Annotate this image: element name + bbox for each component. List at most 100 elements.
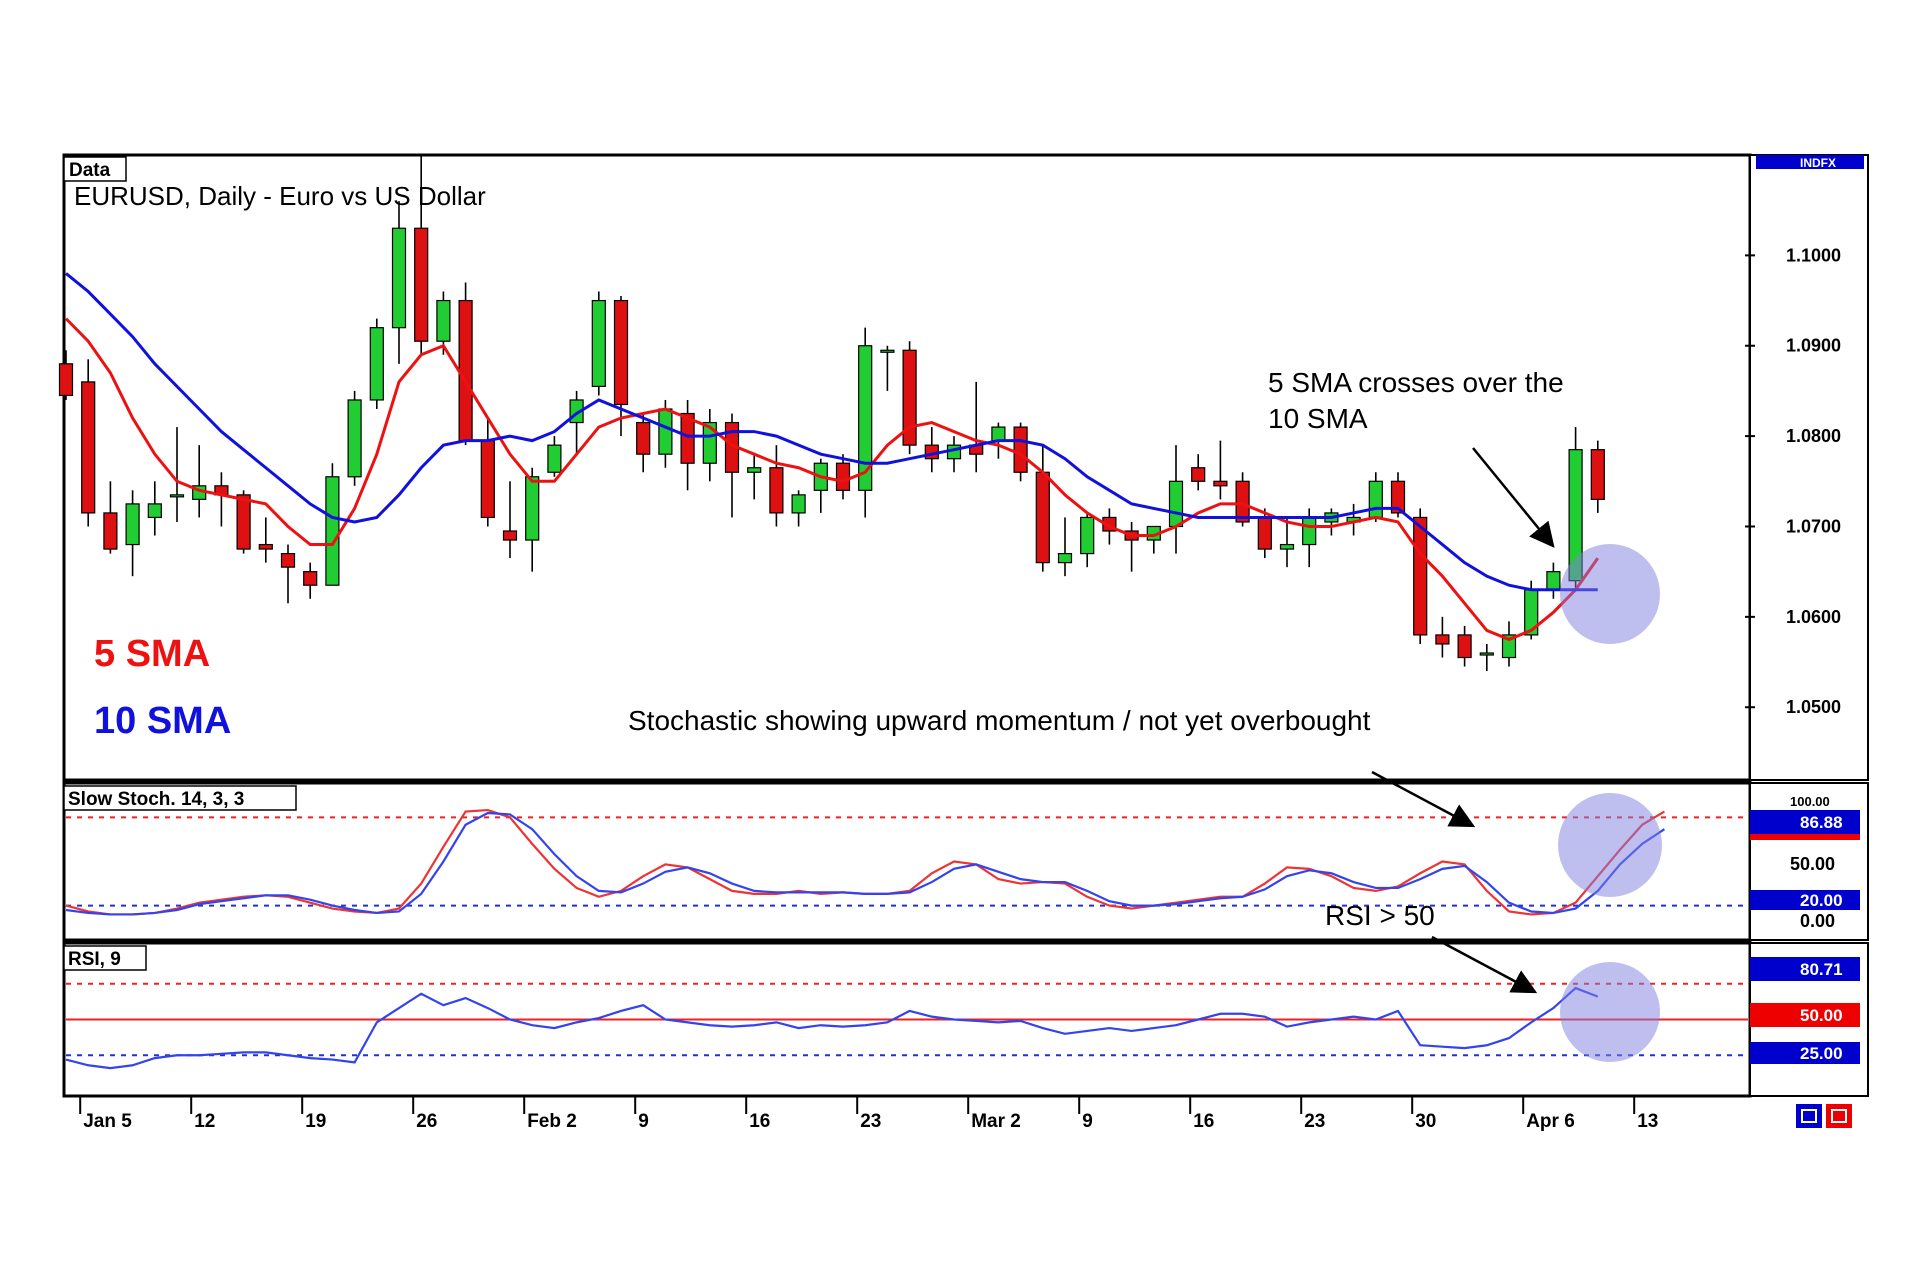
price-y-tick-label: 1.0500 bbox=[1786, 697, 1841, 717]
candle-body bbox=[1546, 571, 1561, 591]
candle-body bbox=[769, 467, 784, 514]
stoch-upper-badge bbox=[1750, 834, 1860, 840]
candle-body bbox=[636, 421, 651, 455]
sma10-line bbox=[65, 272, 1598, 592]
candle-body bbox=[502, 530, 518, 541]
arrow-stochastic bbox=[1371, 770, 1476, 828]
rsi-lower-badge bbox=[1750, 1042, 1860, 1064]
rsi-label-box bbox=[63, 945, 147, 971]
price-y-tick-label: 1.0600 bbox=[1786, 607, 1841, 627]
candle-body bbox=[1235, 480, 1250, 523]
x-tick-label: 9 bbox=[1082, 1111, 1093, 1132]
x-tick-label: Jan 5 bbox=[83, 1111, 132, 1132]
x-tick-label: Feb 2 bbox=[527, 1111, 577, 1132]
rsi-axis-50: 50.00 bbox=[1800, 1006, 1843, 1025]
candle-body bbox=[1257, 516, 1272, 550]
x-tick-label: 26 bbox=[416, 1111, 437, 1132]
stoch-panel-title: Slow Stoch. 14, 3, 3 bbox=[68, 789, 244, 810]
candle-body bbox=[658, 408, 673, 455]
candle-body bbox=[791, 494, 806, 514]
rsi-axis-25: 25.00 bbox=[1800, 1044, 1843, 1063]
x-tick-label: 19 bbox=[305, 1111, 326, 1132]
candle-body bbox=[103, 512, 118, 550]
rsi-layer bbox=[65, 982, 1748, 1070]
x-tick-label: 9 bbox=[638, 1111, 649, 1132]
close-chart-button[interactable] bbox=[1826, 1104, 1852, 1128]
candle-body bbox=[1035, 471, 1050, 564]
candle-body bbox=[1191, 467, 1206, 482]
candle-body bbox=[680, 412, 695, 464]
sma5-line bbox=[64, 317, 1600, 642]
candle-body bbox=[702, 421, 717, 464]
candle-body bbox=[169, 494, 185, 498]
x-tick-label: Mar 2 bbox=[971, 1111, 1021, 1132]
price-y-tick-label: 1.1000 bbox=[1786, 245, 1841, 265]
stoch-label-box bbox=[63, 785, 297, 811]
axes-layer: 1.1000 1.0900 1.0800 1.0700 1.0600 1.0500 Jan … bbox=[79, 245, 1841, 1132]
candle-body bbox=[1390, 480, 1406, 514]
candle-body bbox=[747, 467, 762, 473]
stoch-current-value: 86.88 bbox=[1800, 813, 1843, 832]
x-tick-label: 13 bbox=[1637, 1111, 1658, 1132]
candle-body bbox=[858, 345, 873, 491]
candle-body bbox=[835, 462, 851, 491]
candle-body bbox=[325, 476, 340, 586]
candle-body bbox=[303, 571, 318, 586]
stoch-axis-0: 0.00 bbox=[1800, 911, 1835, 931]
candle-body bbox=[369, 327, 384, 401]
price-chart-title: EURUSD, Daily - Euro vs US Dollar bbox=[74, 181, 486, 211]
candle-body bbox=[1368, 480, 1383, 519]
price-panel bbox=[62, 153, 1752, 782]
candle-body bbox=[1302, 516, 1317, 546]
candle-body bbox=[1213, 480, 1228, 487]
rsi-mid-badge bbox=[1750, 1003, 1860, 1027]
stoch-lower-badge bbox=[1750, 890, 1860, 910]
candle-body bbox=[1413, 516, 1428, 636]
candle-body bbox=[436, 299, 451, 342]
candle-body bbox=[58, 363, 74, 397]
candle-body bbox=[1080, 516, 1095, 555]
legend-5sma: 5 SMA bbox=[94, 633, 210, 675]
stoch-axis-20: 20.00 bbox=[1800, 891, 1843, 910]
candle-body bbox=[1279, 543, 1295, 550]
candle-body bbox=[613, 299, 629, 406]
candle-body bbox=[902, 349, 917, 446]
price-y-tick-label: 1.0700 bbox=[1786, 516, 1841, 536]
rsi-line bbox=[65, 986, 1599, 1070]
candle-body bbox=[1013, 426, 1028, 473]
candle-body bbox=[458, 299, 473, 442]
indfx-badge bbox=[1756, 155, 1864, 169]
x-tick-label: 23 bbox=[860, 1111, 881, 1132]
candle-body bbox=[591, 299, 606, 388]
candle-body bbox=[125, 503, 140, 546]
candle-body bbox=[480, 440, 495, 519]
x-tick-label: Apr 6 bbox=[1526, 1111, 1575, 1132]
candle-body bbox=[1501, 634, 1517, 659]
candle-body bbox=[1168, 480, 1184, 528]
price-y-tick-label: 1.0900 bbox=[1786, 336, 1841, 356]
stoch-current-badge bbox=[1750, 810, 1860, 834]
candle-body bbox=[414, 227, 429, 342]
stoch-axis-panel bbox=[1749, 782, 1869, 941]
data-label-box bbox=[63, 156, 127, 182]
annotation-stochastic: Stochastic showing upward momentum / not… bbox=[628, 705, 1371, 736]
candle-body bbox=[991, 426, 1006, 442]
price-axis-panel bbox=[1749, 154, 1869, 781]
zoom-in-button[interactable] bbox=[1796, 1104, 1822, 1128]
candle-body bbox=[391, 227, 407, 329]
price-y-tick-label: 1.0800 bbox=[1786, 426, 1841, 446]
candle-body bbox=[1057, 552, 1073, 564]
candle-body bbox=[236, 494, 251, 550]
candle-body bbox=[1435, 634, 1450, 645]
sma-layer bbox=[64, 272, 1600, 642]
rsi-current-badge bbox=[1750, 957, 1860, 981]
rsi-highlight bbox=[1560, 962, 1660, 1062]
candle-body bbox=[880, 349, 895, 353]
stoch-axis-100: 100.00 bbox=[1790, 794, 1830, 809]
annotation-crossover-line1: 5 SMA crosses over the bbox=[1268, 367, 1564, 398]
rsi-panel-title: RSI, 9 bbox=[68, 949, 121, 970]
candle-body bbox=[547, 444, 562, 473]
stoch-highlight bbox=[1558, 793, 1662, 897]
